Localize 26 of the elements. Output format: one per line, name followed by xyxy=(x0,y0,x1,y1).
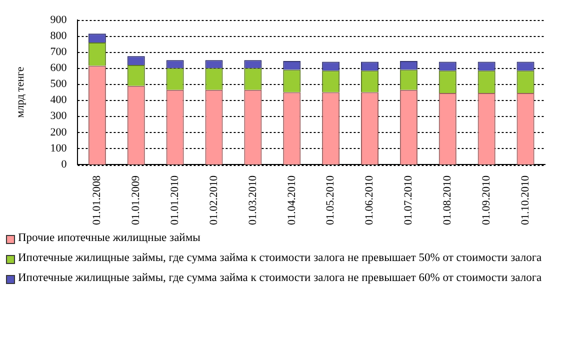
y-tick-label: 900 xyxy=(50,14,68,26)
y-tick-label: 0 xyxy=(61,158,68,170)
x-tick-label: 01.01.2010 xyxy=(168,175,181,225)
y-tick-label: 700 xyxy=(50,46,68,58)
y-tick-label: 200 xyxy=(50,126,68,138)
y-tick-label: 500 xyxy=(50,78,68,90)
y-tick-label: 400 xyxy=(50,94,68,106)
x-tick-label: 01.09.2010 xyxy=(480,175,492,225)
y-tick-label: 300 xyxy=(50,110,68,122)
x-tick-label: 01.04.2010 xyxy=(286,175,298,225)
y-tick-label: 600 xyxy=(50,62,68,74)
legend-label: Ипотечные жилищные займы, где сумма займа к стоимости залога не превышает 50% от стоимости залога xyxy=(18,252,542,265)
x-tick-label: 01.01.2009 xyxy=(130,175,142,225)
legend-label: Прочие ипотечные жилищные займы xyxy=(18,232,200,245)
y-tick-label: 800 xyxy=(50,30,68,42)
legend-label: Ипотечные жилищные займы, где сумма займа к стоимости залога не превышает 60% от стоимости залога xyxy=(18,272,542,285)
y-axis-title: млрд тенге xyxy=(14,66,26,118)
x-tick-label: 01.08.2010 xyxy=(442,175,454,225)
x-tick-label: 01.05.2010 xyxy=(324,175,337,225)
y-tick-label: 100 xyxy=(50,142,68,154)
x-tick-label: 01.06.2010 xyxy=(364,175,376,225)
x-tick-label: 01.01.2008 xyxy=(91,175,104,225)
x-tick-label: 01.07.2010 xyxy=(402,175,415,225)
x-tick-label: 01.10.2010 xyxy=(519,175,532,225)
x-tick-label: 01.02.2010 xyxy=(208,175,220,225)
x-tick-label: 01.03.2010 xyxy=(246,175,259,225)
